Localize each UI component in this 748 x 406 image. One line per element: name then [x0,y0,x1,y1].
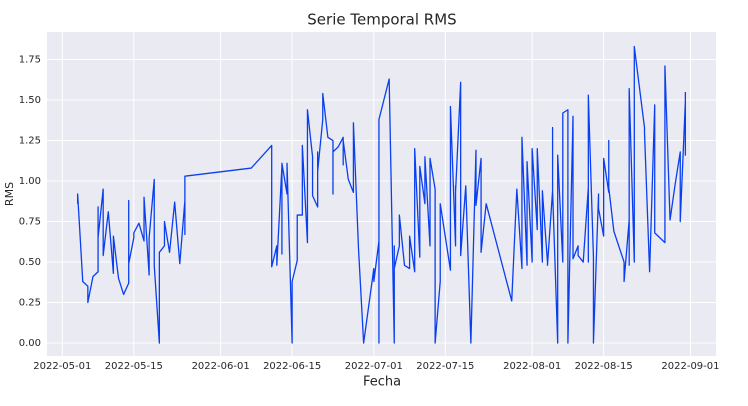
y-tick-label: 0.00 [19,338,41,349]
y-tick-label: 1.75 [19,55,41,66]
x-tick-label: 2022-05-01 [33,361,91,372]
x-tick-label: 2022-06-15 [263,361,321,372]
x-tick-label: 2022-06-01 [192,361,250,372]
y-tick-label: 0.75 [19,217,41,228]
y-tick-label: 1.00 [19,176,41,187]
y-tick-label: 0.50 [19,257,41,268]
x-tick-label: 2022-07-15 [416,361,474,372]
plot-background [47,32,716,356]
x-axis-label: Fecha [363,375,401,390]
y-tick-label: 0.25 [19,298,41,309]
x-tick-label: 2022-08-15 [575,361,633,372]
x-tick-label: 2022-05-15 [105,361,163,372]
data-line [76,45,687,344]
x-tick-label: 2022-08-01 [503,361,561,372]
chart-title: Serie Temporal RMS [307,11,456,29]
y-tick-label: 1.50 [19,95,41,106]
y-tick-label: 1.25 [19,136,41,147]
x-tick-label: 2022-09-01 [661,361,719,372]
x-tick-label: 2022-07-01 [345,361,403,372]
y-axis-label: RMS [3,182,16,206]
